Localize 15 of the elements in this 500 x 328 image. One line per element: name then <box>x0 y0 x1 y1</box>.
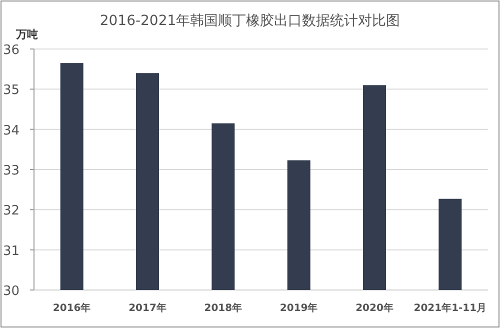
x-tick-label: 2016年 <box>52 302 91 314</box>
y-tick-label: 34 <box>3 123 20 138</box>
y-tick-label: 35 <box>3 83 20 98</box>
y-tick-label: 36 <box>3 43 20 58</box>
x-tick-label: 2020年 <box>356 302 394 314</box>
x-tick-label: 2019年 <box>280 302 318 314</box>
y-tick-label: 31 <box>3 244 20 259</box>
y-tick-label: 32 <box>3 204 20 219</box>
chart-title: 2016-2021年韩国顺丁橡胶出口数据统计对比图 <box>100 13 400 29</box>
x-tick-label: 2017年 <box>128 302 166 314</box>
x-tick-label: 2018年 <box>204 302 242 314</box>
y-tick-label: 33 <box>3 164 20 178</box>
y-axis-title: 万吨 <box>15 28 38 41</box>
y-tick-label: 30 <box>3 284 20 299</box>
x-tick-label: 2021年1-11月 <box>414 302 487 314</box>
